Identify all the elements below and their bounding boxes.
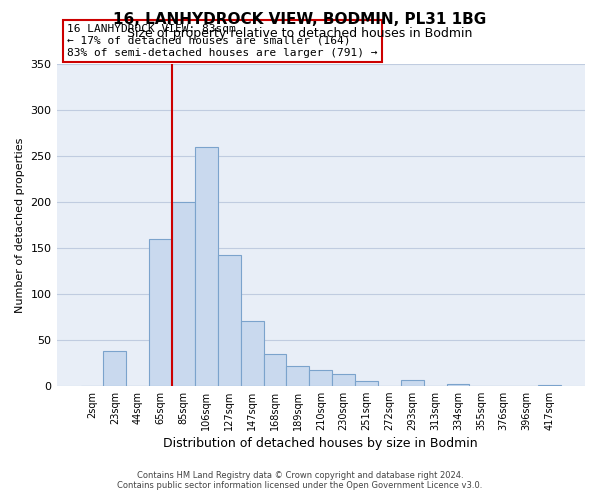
Bar — [286, 366, 310, 386]
Bar — [263, 354, 286, 386]
Bar — [538, 385, 561, 386]
Bar — [401, 380, 424, 386]
Text: Size of property relative to detached houses in Bodmin: Size of property relative to detached ho… — [127, 28, 473, 40]
Text: 16, LANHYDROCK VIEW, BODMIN, PL31 1BG: 16, LANHYDROCK VIEW, BODMIN, PL31 1BG — [113, 12, 487, 28]
X-axis label: Distribution of detached houses by size in Bodmin: Distribution of detached houses by size … — [163, 437, 478, 450]
Bar — [172, 202, 195, 386]
Text: Contains HM Land Registry data © Crown copyright and database right 2024.
Contai: Contains HM Land Registry data © Crown c… — [118, 470, 482, 490]
Y-axis label: Number of detached properties: Number of detached properties — [15, 137, 25, 312]
Bar — [149, 238, 172, 386]
Bar — [355, 381, 378, 386]
Text: 16 LANHYDROCK VIEW: 83sqm
← 17% of detached houses are smaller (164)
83% of semi: 16 LANHYDROCK VIEW: 83sqm ← 17% of detac… — [67, 24, 377, 58]
Bar — [218, 255, 241, 386]
Bar — [103, 351, 127, 386]
Bar — [310, 370, 332, 386]
Bar — [241, 322, 263, 386]
Bar — [332, 374, 355, 386]
Bar — [195, 146, 218, 386]
Bar — [446, 384, 469, 386]
